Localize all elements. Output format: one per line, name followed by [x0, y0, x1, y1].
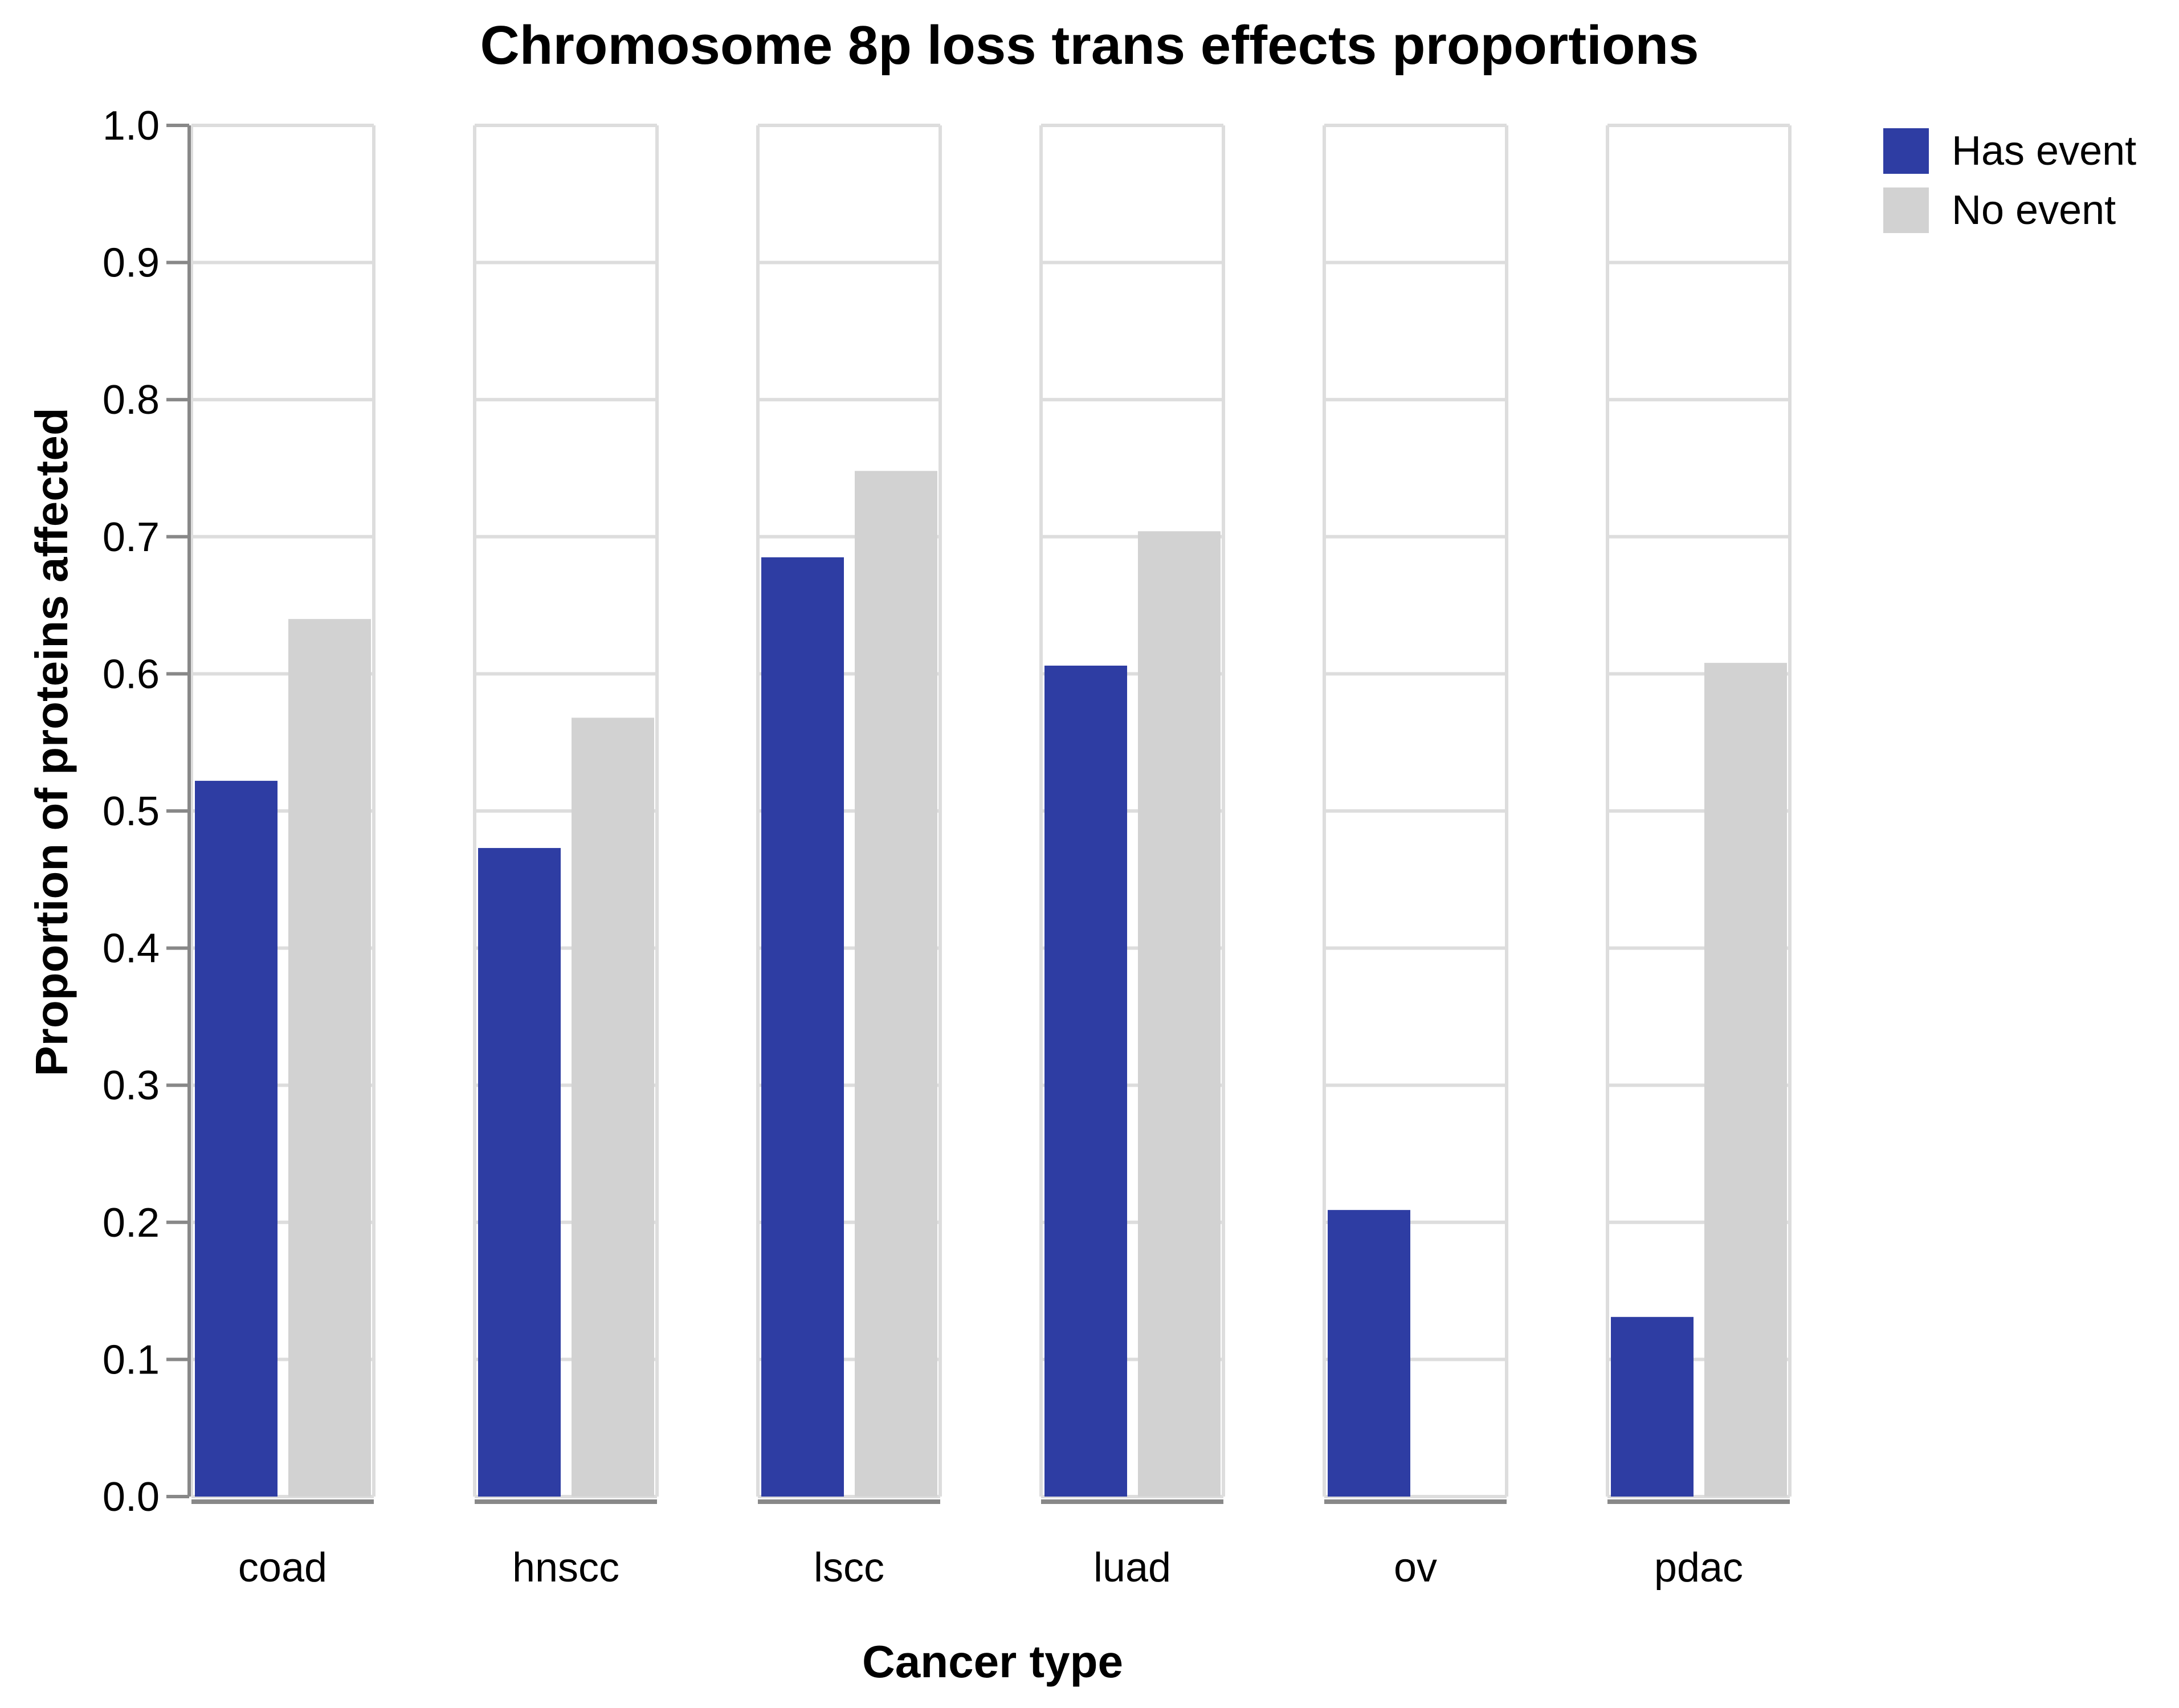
bar-has-event-pdac: [1611, 1316, 1694, 1497]
y-tick-label: 0.8: [103, 377, 160, 423]
y-tick-label: 0.0: [103, 1474, 160, 1520]
y-axis-title: Proportion of proteins affected: [26, 407, 77, 1076]
legend-swatch-has-event: [1883, 128, 1929, 174]
legend: Has event No event: [1883, 128, 2136, 233]
x-tick-label-coad: coad: [238, 1545, 327, 1591]
facet-grid-layer: [190, 124, 1792, 1498]
x-tick-label-ov: ov: [1394, 1545, 1437, 1591]
bar-no-event-hnscc: [572, 718, 654, 1497]
bar-has-event-ov: [1328, 1210, 1410, 1497]
x-axis-title: Cancer type: [862, 1636, 1123, 1687]
y-tick-label: 0.6: [103, 651, 160, 697]
y-tick-label: 0.4: [103, 926, 160, 972]
bar-has-event-coad: [195, 781, 278, 1497]
y-tick-label: 0.7: [103, 515, 160, 560]
x-tick-label-hnscc: hnscc: [512, 1545, 619, 1591]
y-tick-label: 1.0: [103, 103, 160, 149]
bars-layer: [195, 471, 1787, 1497]
bar-no-event-coad: [288, 619, 371, 1497]
bar-has-event-lscc: [761, 557, 844, 1497]
x-tick-label-pdac: pdac: [1654, 1545, 1743, 1591]
y-tick-label: 0.3: [103, 1063, 160, 1108]
legend-swatch-no-event: [1883, 187, 1929, 233]
chart-title: Chromosome 8p loss trans effects proport…: [480, 15, 1699, 76]
legend-label-no-event: No event: [1952, 187, 2116, 233]
bar-no-event-luad: [1138, 531, 1221, 1497]
axis-layer: coad hnscc lscc luad ov pdac 0.0 0.1 0.2 0.3 0.4 0.…: [103, 103, 1790, 1591]
bar-no-event-lscc: [855, 471, 937, 1497]
y-tick-label: 0.2: [103, 1200, 160, 1246]
bar-no-event-pdac: [1704, 663, 1787, 1497]
x-tick-label-lscc: lscc: [814, 1545, 884, 1591]
bar-has-event-luad: [1044, 665, 1127, 1497]
bar-has-event-hnscc: [478, 847, 561, 1497]
legend-label-has-event: Has event: [1952, 128, 2136, 174]
x-tick-label-luad: luad: [1093, 1545, 1171, 1591]
y-tick-label: 0.9: [103, 240, 160, 286]
y-tick-label: 0.5: [103, 789, 160, 834]
y-tick-label: 0.1: [103, 1337, 160, 1383]
